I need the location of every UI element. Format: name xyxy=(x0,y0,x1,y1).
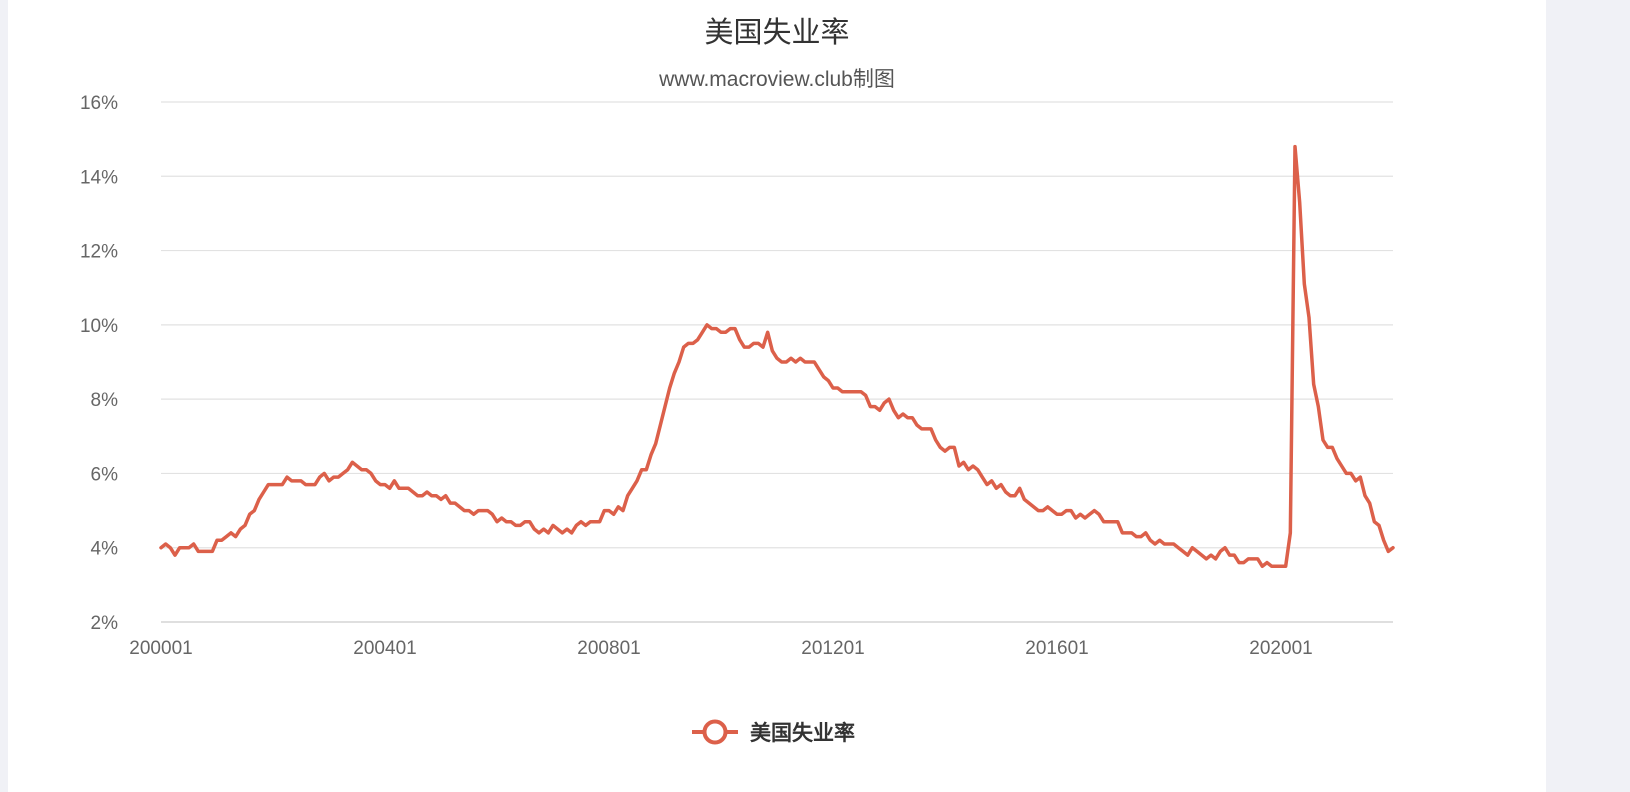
x-tick-label: 200801 xyxy=(577,638,640,659)
legend[interactable]: 美国失业率 xyxy=(692,719,855,745)
x-tick-label: 201601 xyxy=(1025,638,1088,659)
y-tick-label: 6% xyxy=(91,464,119,485)
chart-title: 美国失业率 xyxy=(704,16,849,49)
y-tick-label: 4% xyxy=(91,539,119,560)
chart-subtitle: www.macroview.club制图 xyxy=(658,68,895,91)
chart-panel xyxy=(8,0,1546,792)
plot-area xyxy=(159,144,1395,569)
x-tick-label: 200001 xyxy=(129,638,192,659)
y-tick-label: 14% xyxy=(80,167,118,188)
y-tick-label: 10% xyxy=(80,316,118,337)
x-tick-label: 201201 xyxy=(801,638,864,659)
legend-label: 美国失业率 xyxy=(750,721,855,745)
y-axis: 16% 14% 12% 10% 8% 6% 4% 2% xyxy=(80,93,118,634)
x-tick-label: 202001 xyxy=(1249,638,1312,659)
legend-circle-icon xyxy=(702,719,728,745)
series-line[interactable] xyxy=(159,144,1395,569)
x-tick-label: 200401 xyxy=(353,638,416,659)
grid-lines xyxy=(161,101,1393,623)
y-tick-label: 8% xyxy=(91,390,119,411)
y-tick-label: 12% xyxy=(80,242,118,263)
y-tick-label: 16% xyxy=(80,93,118,114)
y-tick-label: 2% xyxy=(91,613,119,634)
x-axis: 200001 200401 200801 201201 201601 202001 xyxy=(129,638,1312,659)
